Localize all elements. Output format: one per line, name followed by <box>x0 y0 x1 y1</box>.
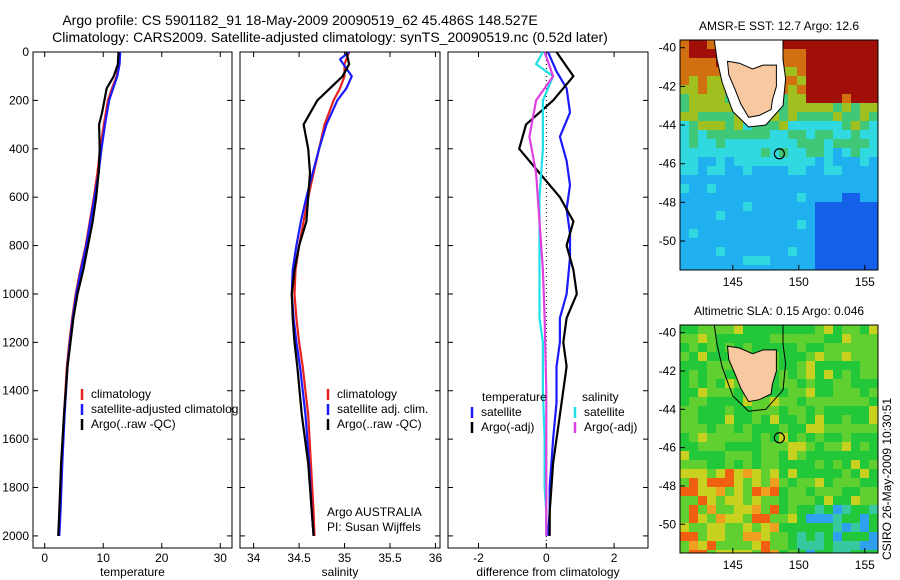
legend-label: satellite adj. clim. <box>337 402 428 416</box>
x-tick-label: 36 <box>429 551 443 565</box>
y-tick-label: -50 <box>659 517 677 531</box>
x-tick-label: 35.5 <box>378 551 402 565</box>
legend-label: Argo(-adj) <box>584 420 637 434</box>
timestamp-side-label: CSIRO 26-May-2009 10:30:51 <box>880 397 894 560</box>
x-tick-label: 20 <box>155 551 169 565</box>
plot-frame <box>239 51 441 549</box>
map-panel-2: 145 150 155 -40 -42 -44 -46 -48 -50 Altimetric SL… <box>659 304 879 572</box>
shelf-contour <box>713 325 787 412</box>
legend-label: satellite <box>481 405 522 419</box>
map-field <box>680 40 878 270</box>
y-tick-label: 200 <box>9 93 29 107</box>
figure-title-line-2: Climatology: CARS2009. Satellite-adjuste… <box>52 29 608 45</box>
y-tick-label: 800 <box>9 239 29 253</box>
map-frame <box>679 39 879 271</box>
y-tick-label: -48 <box>659 195 677 209</box>
argo-position-marker <box>773 432 785 444</box>
map-field <box>680 325 878 553</box>
x-axis-label: temperature <box>100 565 165 579</box>
y-tick-label: 1600 <box>2 432 29 446</box>
x-tick-label: 145 <box>723 558 743 572</box>
legend-heading: temperature <box>482 390 547 404</box>
float-annotation: Argo AUSTRALIA <box>327 505 422 519</box>
legend-label: climatology <box>337 387 397 401</box>
legend-label: Argo(-adj) <box>481 420 534 434</box>
y-tick-label: 400 <box>9 142 29 156</box>
x-tick-label: 0 <box>543 551 550 565</box>
y-tick-label: 1200 <box>2 335 29 349</box>
x-tick-label: 155 <box>855 558 875 572</box>
x-tick-label: -2 <box>473 551 484 565</box>
series-line <box>290 51 351 536</box>
tasmania-land <box>726 60 777 118</box>
y-tick-label: 1400 <box>2 384 29 398</box>
legend-label: satellite-adjusted climatolog <box>91 402 238 416</box>
series-line <box>293 51 351 536</box>
series-line <box>518 51 578 536</box>
legend-label: satellite <box>584 405 625 419</box>
y-tick-label: 600 <box>9 190 29 204</box>
series-line <box>57 51 120 536</box>
x-tick-label: 150 <box>789 558 809 572</box>
series-line <box>534 51 555 536</box>
plot-frame <box>32 51 233 549</box>
map-panel-1: 145 150 155 -40 -42 -44 -46 -48 -50 AMSR-E SST: 1… <box>659 19 879 289</box>
y-tick-label: -46 <box>659 157 677 171</box>
y-tick-label: 1800 <box>2 481 29 495</box>
x-tick-label: 35 <box>338 551 352 565</box>
legend-label: climatology <box>91 387 151 401</box>
y-tick-label: -50 <box>659 234 677 248</box>
series-line <box>528 51 555 536</box>
legend-label: Argo(..raw -QC) <box>91 417 176 431</box>
profile-panel-1: 0 10 20 30 temperature 0 200 400 600 800 1000 1200 1… <box>2 45 238 579</box>
map-frame <box>679 324 879 554</box>
float-annotation: PI: Susan Wijffels <box>327 520 421 534</box>
argo-position-marker <box>773 148 785 160</box>
x-axis-label: salinity <box>322 565 359 579</box>
x-axis-label: difference from climatology <box>476 565 619 579</box>
y-tick-label: 2000 <box>2 529 29 543</box>
x-tick-label: 2 <box>611 551 618 565</box>
series-line <box>290 51 353 536</box>
y-tick-label: -42 <box>659 79 677 93</box>
map-title: AMSR-E SST: 12.7 Argo: 12.6 <box>699 19 859 33</box>
y-tick-label: -44 <box>659 402 677 416</box>
x-tick-label: 0 <box>41 551 48 565</box>
x-tick-label: 150 <box>789 275 809 289</box>
legend-label: Argo(..raw -QC) <box>337 417 422 431</box>
x-tick-label: 145 <box>723 275 743 289</box>
x-tick-label: 30 <box>214 551 228 565</box>
y-tick-label: -44 <box>659 118 677 132</box>
shelf-contour <box>713 40 787 128</box>
profile-panel-2: 34 34.5 35 35.5 36 salinity climatologysatelli… <box>239 51 443 579</box>
y-tick-label: -40 <box>659 41 677 55</box>
y-tick-label: -46 <box>659 441 677 455</box>
x-tick-label: 34.5 <box>287 551 311 565</box>
tasmania-land <box>726 345 777 403</box>
plot-frame <box>447 51 649 549</box>
x-tick-label: 155 <box>855 275 875 289</box>
y-tick-label: 1000 <box>2 287 29 301</box>
y-tick-label: -48 <box>659 479 677 493</box>
legend-heading: salinity <box>582 390 619 404</box>
y-tick-label: 0 <box>22 45 29 59</box>
figure-title-line-1: Argo profile: CS 5901182_91 18-May-2009 … <box>62 12 538 28</box>
x-tick-label: 34 <box>247 551 261 565</box>
y-tick-label: -42 <box>659 364 677 378</box>
y-tick-label: -40 <box>659 326 677 340</box>
map-title: Altimetric SLA: 0.15 Argo: 0.046 <box>694 304 864 318</box>
x-tick-label: 10 <box>97 551 111 565</box>
